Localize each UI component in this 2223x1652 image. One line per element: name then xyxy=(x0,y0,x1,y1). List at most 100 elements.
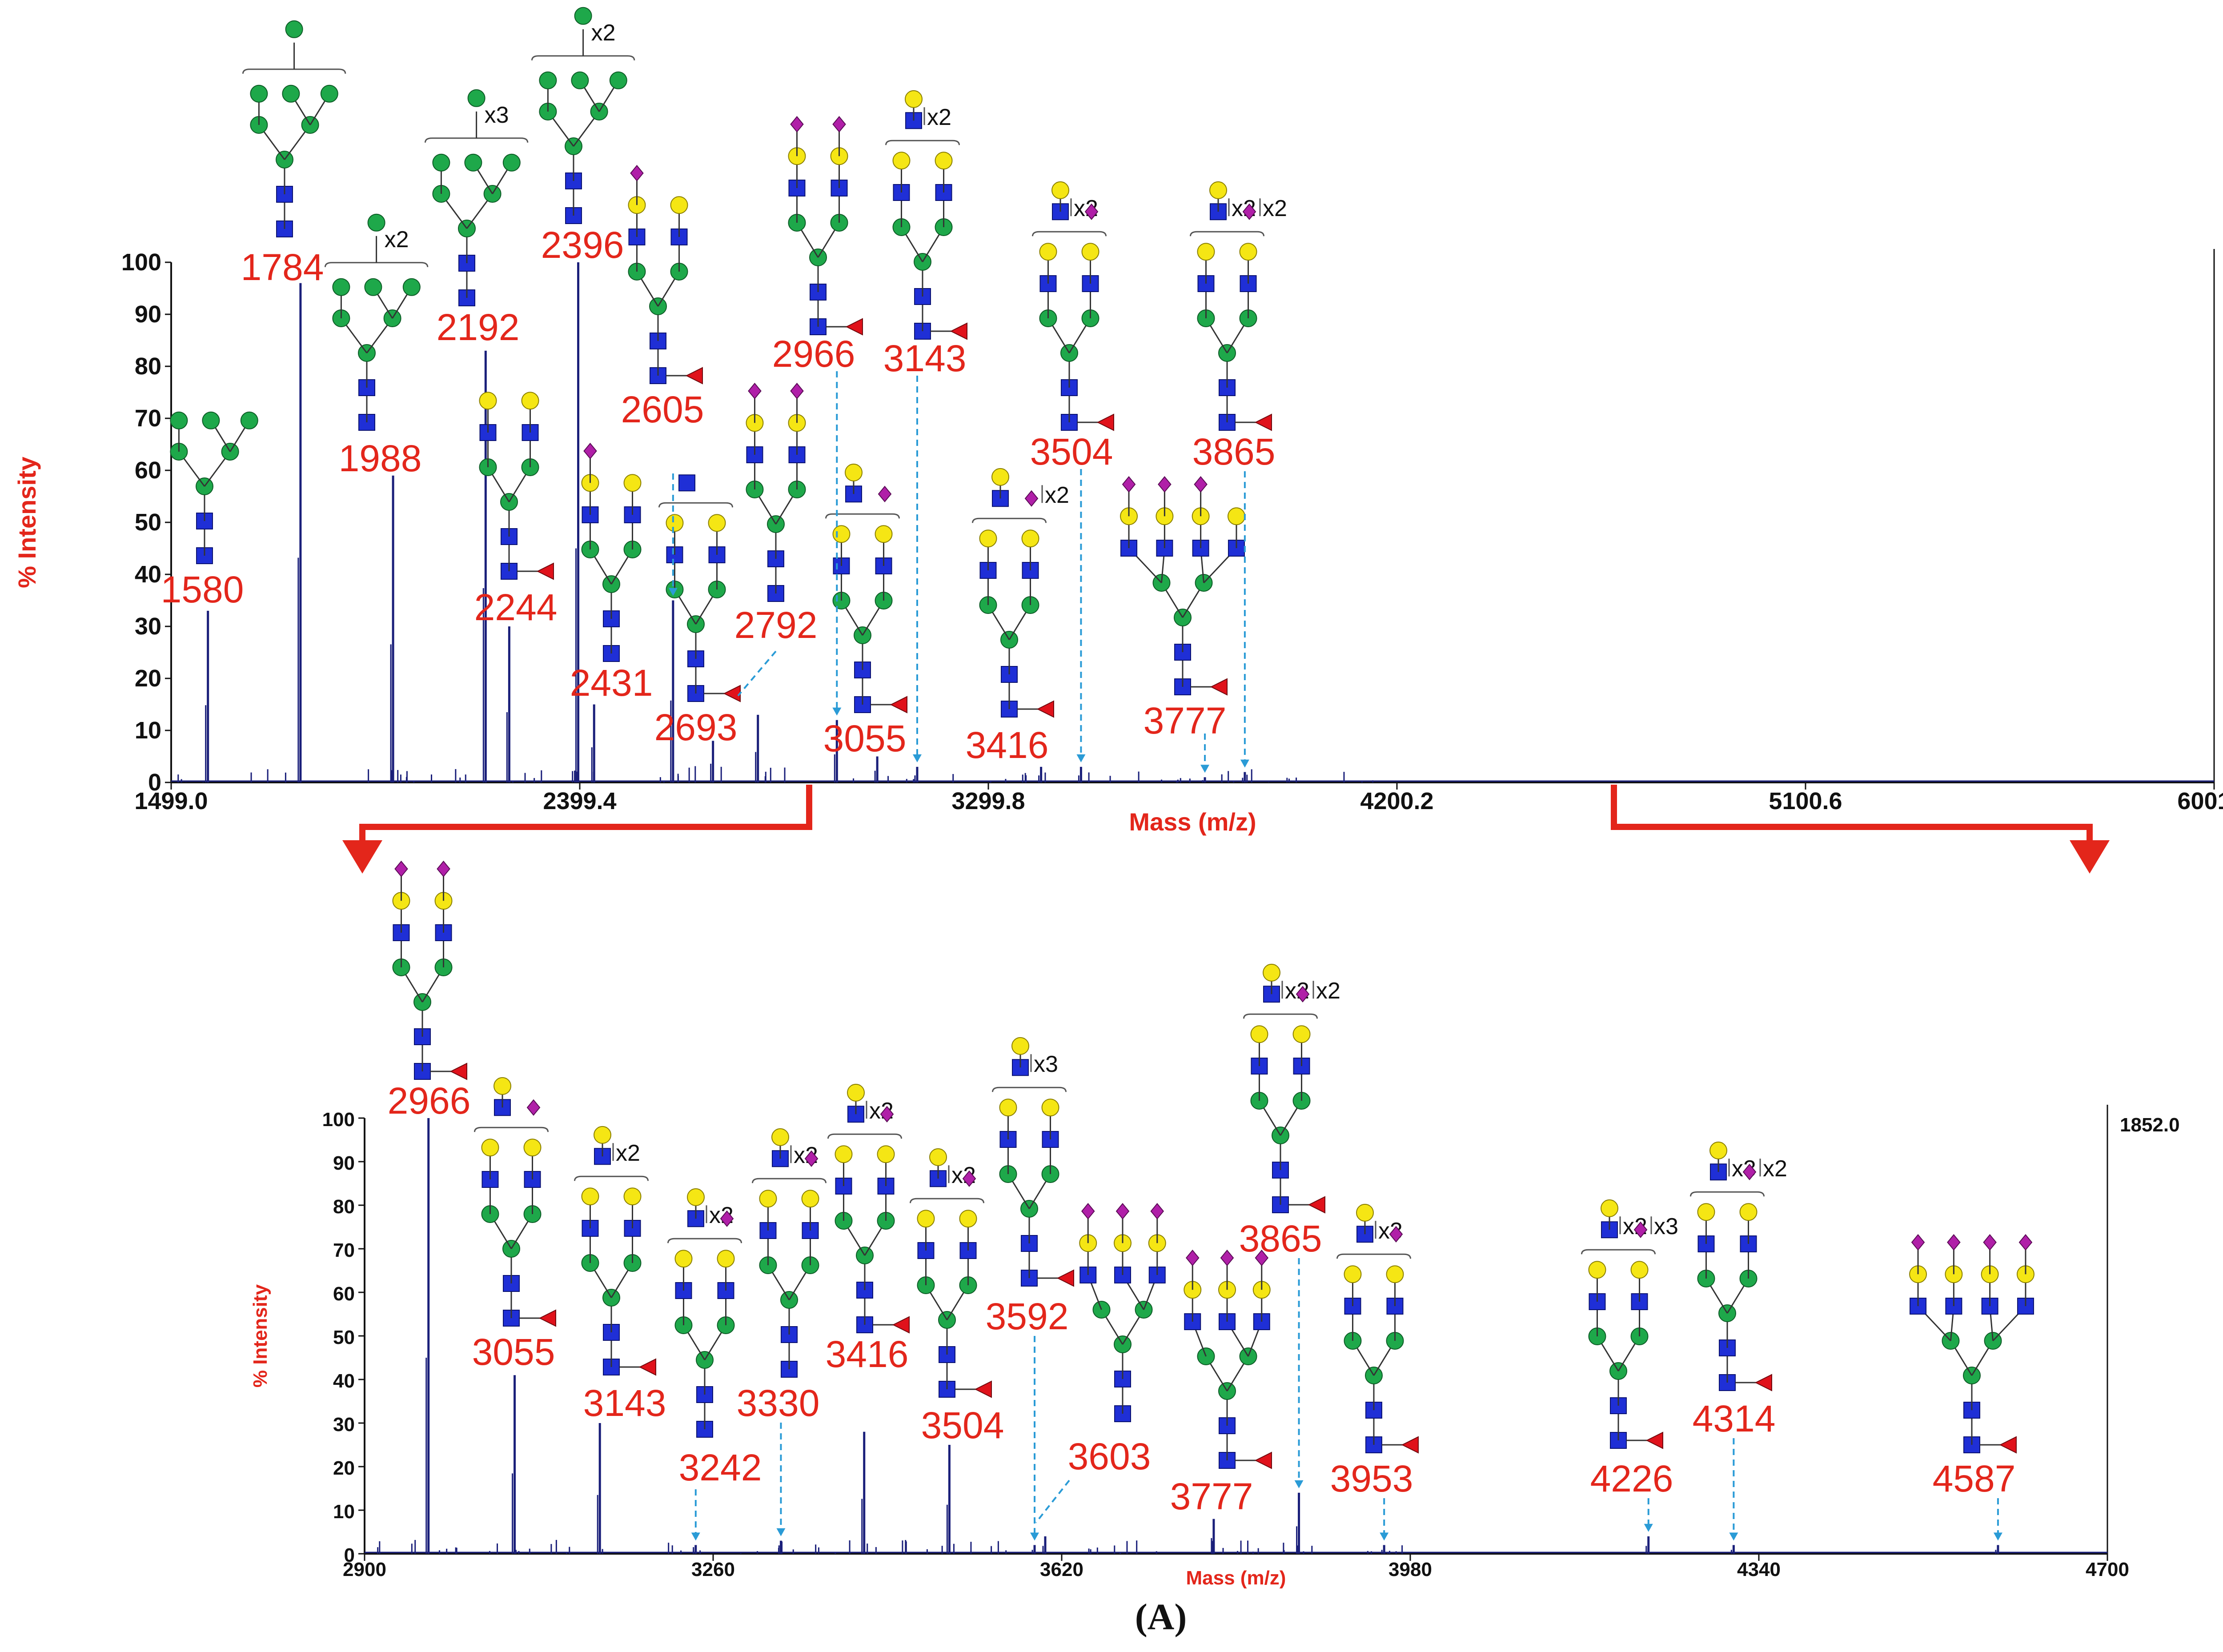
red-triangle-fucose-icon xyxy=(1754,1374,1772,1391)
glycan-structure xyxy=(392,860,467,1080)
yellow-circle-galactose-icon xyxy=(1709,1141,1727,1159)
y-tick-label: 50 xyxy=(333,1327,355,1348)
yellow-circle-galactose-icon xyxy=(1039,243,1057,261)
multiplier-text: x2 xyxy=(1316,978,1340,1004)
pointer-arrowhead xyxy=(1240,759,1249,768)
blue-square-glcnac-icon xyxy=(678,474,695,492)
peak-label-3865: 3865 xyxy=(1239,1218,1322,1259)
peak-label-4587: 4587 xyxy=(1933,1458,2016,1500)
multiplier-text: x2 xyxy=(385,227,409,253)
bracket xyxy=(424,137,529,143)
glycan-structure xyxy=(1120,476,1245,696)
glycan-structure xyxy=(746,382,806,602)
yellow-circle-galactose-icon xyxy=(1227,507,1245,525)
purple-diamond-sialic-acid-icon xyxy=(1084,203,1099,220)
pointer-arrowhead xyxy=(1030,1532,1039,1541)
y-tick-label: 60 xyxy=(135,457,161,484)
glycan-structure: x2 xyxy=(971,468,1069,718)
yellow-circle-galactose-icon xyxy=(1263,963,1280,982)
glycan-structure: x2 x2 xyxy=(1189,181,1287,431)
purple-diamond-sialic-acid-icon xyxy=(1220,1249,1234,1267)
bracket xyxy=(909,1198,985,1203)
red-triangle-fucose-icon xyxy=(1308,1196,1325,1214)
glycan-structure: x2 x3 xyxy=(1581,1199,1678,1449)
purple-diamond-sialic-acid-icon xyxy=(394,860,408,878)
yellow-circle-galactose-icon xyxy=(1081,243,1099,261)
red-triangle-fucose-icon xyxy=(845,318,863,336)
bracket xyxy=(324,262,429,267)
purple-diamond-sialic-acid-icon xyxy=(1296,986,1310,1002)
green-circle-mannose-icon xyxy=(332,278,350,296)
yellow-circle-galactose-icon xyxy=(494,1077,511,1095)
yellow-circle-galactose-icon xyxy=(1601,1199,1618,1217)
red-triangle-fucose-icon xyxy=(974,1380,992,1398)
red-triangle-fucose-icon xyxy=(1645,1431,1663,1449)
purple-diamond-sialic-acid-icon xyxy=(962,1170,976,1187)
yellow-circle-galactose-icon xyxy=(917,1210,935,1228)
glycan-structure: x2 xyxy=(751,1128,827,1378)
peak-label-3143: 3143 xyxy=(583,1382,666,1424)
yellow-circle-galactose-icon xyxy=(999,1099,1017,1117)
yellow-circle-galactose-icon xyxy=(991,468,1009,486)
yellow-circle-galactose-icon xyxy=(1011,1037,1029,1055)
y-tick-label: 20 xyxy=(135,665,161,692)
glycan-structure: x2 xyxy=(324,213,429,431)
pointer-arrowhead xyxy=(1294,1480,1304,1488)
y-tick-label: 30 xyxy=(333,1414,355,1435)
purple-diamond-sialic-acid-icon xyxy=(2018,1234,2033,1251)
green-circle-mannose-icon xyxy=(250,84,268,103)
green-circle-mannose-icon xyxy=(609,71,627,89)
glycan-structure xyxy=(1079,1203,1166,1422)
peak-label-3143: 3143 xyxy=(883,337,967,379)
y-tick-label: 70 xyxy=(135,405,161,432)
green-circle-mannose-icon xyxy=(574,7,592,25)
green-circle-mannose-icon xyxy=(202,411,220,429)
multiplier-text: x2 xyxy=(1763,1156,1787,1182)
yellow-circle-galactose-icon xyxy=(801,1190,819,1208)
glycan-structure: x2 xyxy=(531,7,635,224)
zoom-connector-right xyxy=(1611,785,2093,847)
glycan-structure: x3 x2 xyxy=(1689,1141,1787,1391)
yellow-circle-galactose-icon xyxy=(905,90,923,108)
y-tick-label: 10 xyxy=(135,717,161,744)
purple-diamond-sialic-acid-icon xyxy=(880,1106,894,1123)
bracket xyxy=(1189,231,1265,237)
glycan-structure: x3 xyxy=(991,1037,1074,1287)
x-tick-label: 2900 xyxy=(343,1559,386,1580)
y-axis-title: % Intensity xyxy=(249,1284,271,1387)
x-tick-label: 2399.4 xyxy=(543,788,616,814)
yellow-circle-galactose-icon xyxy=(1209,181,1227,199)
green-circle-mannose-icon xyxy=(539,71,557,89)
bracket xyxy=(1031,231,1107,237)
bracket xyxy=(971,517,1047,523)
purple-diamond-sialic-acid-icon xyxy=(437,860,450,878)
pointer-arrowhead xyxy=(776,1528,786,1536)
purple-diamond-sialic-acid-icon xyxy=(1389,1226,1403,1243)
pointer-arrowhead xyxy=(832,707,842,716)
bracket xyxy=(473,1127,549,1132)
max-intensity-label: 1852.0 xyxy=(2120,1114,2180,1136)
bracket xyxy=(825,513,900,519)
bracket xyxy=(531,55,635,60)
peak-label-2605: 2605 xyxy=(621,389,704,430)
yellow-circle-galactose-icon xyxy=(708,514,726,532)
red-triangle-fucose-icon xyxy=(1254,1452,1272,1469)
purple-diamond-sialic-acid-icon xyxy=(630,164,644,182)
purple-diamond-sialic-acid-icon xyxy=(1947,1234,1961,1251)
glycan-structure xyxy=(628,164,703,385)
peak-label-2966: 2966 xyxy=(388,1080,471,1122)
glycan-structure: x2 xyxy=(885,90,967,340)
yellow-circle-galactose-icon xyxy=(759,1190,777,1208)
y-tick-label: 100 xyxy=(322,1109,355,1131)
glycan-structure xyxy=(479,392,554,580)
glycan-structure: x2 xyxy=(1031,181,1114,431)
pointer-arrowhead xyxy=(691,1532,700,1541)
yellow-circle-galactose-icon xyxy=(979,529,997,548)
red-triangle-fucose-icon xyxy=(536,562,554,580)
y-tick-label: 20 xyxy=(333,1457,355,1479)
purple-diamond-sialic-acid-icon xyxy=(790,382,804,400)
purple-diamond-sialic-acid-icon xyxy=(1911,1234,1925,1251)
peak-label-3603: 3603 xyxy=(1068,1435,1151,1477)
purple-diamond-sialic-acid-icon xyxy=(748,382,762,400)
